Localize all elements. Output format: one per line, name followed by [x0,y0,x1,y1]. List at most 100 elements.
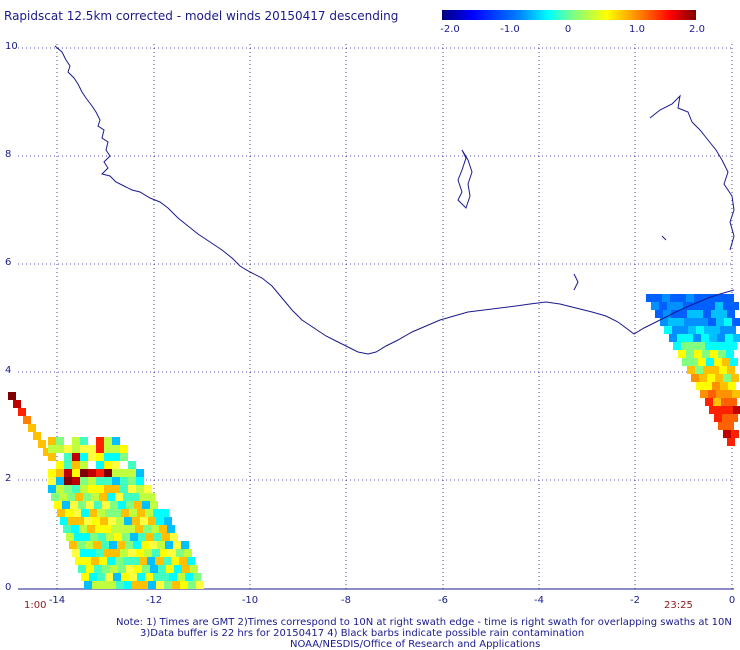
wind-cell [694,294,702,302]
x-tick-label: -2 [630,595,640,606]
wind-cell [116,581,124,589]
wind-cell [731,374,739,382]
coastline-lake-volta [457,149,473,209]
wind-cell [733,406,740,414]
wind-cell [724,390,732,398]
wind-cell [687,310,695,318]
wind-cell [90,533,98,541]
wind-cell [66,533,74,541]
wind-cell [129,509,137,517]
wind-cell [91,493,99,501]
wind-cell [112,477,120,485]
wind-cell [142,501,150,509]
wind-cell [185,573,193,581]
wind-cell [729,342,737,350]
wind-cell [88,477,96,485]
wind-cell [190,565,198,573]
wind-cell [671,310,679,318]
wind-cell [57,509,65,517]
wind-cell [727,310,735,318]
wind-cell [724,318,732,326]
wind-cell [124,517,132,525]
wind-cell [710,350,718,358]
wind-cell [193,573,201,581]
x-tick-label: -4 [534,595,544,606]
wind-cell [712,326,720,334]
colorbar-tick-label: -2.0 [440,24,460,35]
wind-cell [64,469,72,477]
wind-cell [162,533,170,541]
wind-cell [104,437,112,445]
wind-cell [104,549,112,557]
wind-cell [56,445,64,453]
colorbar: -2.0 -1.0 0 1.0 2.0 [440,10,705,35]
wind-cell [148,581,156,589]
wind-cell [89,509,97,517]
wind-cell [114,533,122,541]
wind-cell [718,350,726,358]
wind-cell [732,318,740,326]
wind-cell [707,374,715,382]
wind-cell [158,565,166,573]
wind-cell [84,517,92,525]
wind-cell [168,549,176,557]
wind-cell [681,342,689,350]
wind-cell [64,485,72,493]
wind-cell [702,294,710,302]
wind-cell [728,326,736,334]
x-tick-label: -12 [146,595,162,606]
wind-cell [704,326,712,334]
wind-cell [88,445,96,453]
wind-cell [89,573,97,581]
wind-cell [717,334,725,342]
wind-cell [96,453,104,461]
wind-cell [686,350,694,358]
y-tick-label: 2 [5,473,11,484]
wind-cell [128,477,136,485]
wind-cell [139,557,147,565]
wind-cell [74,533,82,541]
wind-cell [668,318,676,326]
wind-cell [123,493,131,501]
wind-cell [713,342,721,350]
wind-cell [705,342,713,350]
x-tick-label: -8 [341,595,351,606]
wind-cell [63,525,71,533]
wind-cell [96,445,104,453]
wind-cell [67,493,75,501]
wind-cell [716,390,724,398]
wind-cell [96,461,104,469]
wind-cell [709,406,717,414]
x-tick-labels: -14 -12 -10 -8 -6 -4 -2 0 [49,595,735,606]
wind-cell [182,565,190,573]
wind-cell [69,541,77,549]
wind-cell [48,485,56,493]
wind-cell [725,334,733,342]
wind-cell [33,432,41,440]
wind-cell [708,390,716,398]
wind-cell [680,326,688,334]
wind-cell [104,445,112,453]
wind-cell [179,557,187,565]
wind-cell [726,294,734,302]
wind-cell [80,485,88,493]
wind-cell [696,326,704,334]
wind-cell [700,318,708,326]
wind-cell [96,437,104,445]
wind-cell [699,302,707,310]
wind-cell [43,448,51,456]
wind-cell [112,437,120,445]
wind-cell [120,477,128,485]
wind-cell [677,334,685,342]
wind-cell [131,557,139,565]
wind-cell [714,414,722,422]
wind-cell [654,294,662,302]
wind-cell [72,437,80,445]
wind-cell [120,549,128,557]
wind-cell [713,398,721,406]
wind-cell [692,318,700,326]
wind-cell [727,366,735,374]
y-tick-label: 6 [5,257,11,268]
wind-cell [97,509,105,517]
wind-cell [721,342,729,350]
